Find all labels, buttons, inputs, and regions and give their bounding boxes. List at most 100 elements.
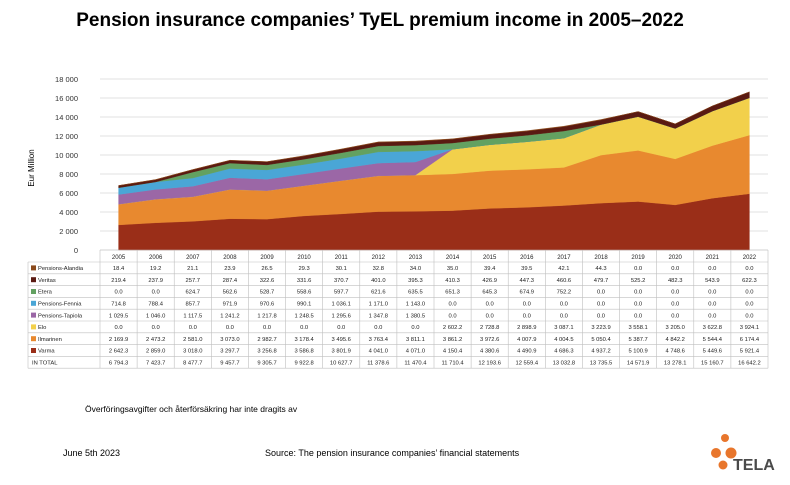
table-cell: 4 748.6 [666,349,685,355]
table-cell: 3 205.0 [666,325,685,331]
table-year: 2015 [483,255,497,261]
table-cell: 322.6 [260,278,275,284]
table-cell: 35.0 [447,266,458,272]
table-cell: 257.7 [186,278,201,284]
table-cell: 752.2 [557,290,572,296]
table-cell: 3 811.1 [406,337,425,343]
table-cell: 1 036.1 [332,302,351,308]
table-cell: 0.0 [745,290,753,296]
table-cell: 0.0 [745,302,753,308]
table-cell: 2 642.3 [109,349,128,355]
table-cell: 395.3 [408,278,423,284]
table-cell: 14 571.9 [627,361,650,367]
table-cell: 42.1 [558,266,569,272]
table-year: 2011 [335,255,349,261]
table-cell: 558.6 [297,290,312,296]
footnote: Överföringsavgifter och återförsäkring h… [85,404,298,414]
table-cell: 13 278.1 [664,361,687,367]
table-cell: 3 073.0 [220,337,239,343]
table-cell: 674.9 [520,290,535,296]
table-cell: 410.3 [445,278,460,284]
table-cell: 0.0 [708,313,716,319]
table-cell: 11 378.6 [367,361,389,367]
table-cell: 4 004.5 [554,337,573,343]
legend-swatch [31,289,36,294]
table-cell: 0.0 [745,266,753,272]
table-cell: 0.0 [597,290,605,296]
table-year: 2019 [631,255,645,261]
table-cell: 3 256.8 [257,349,276,355]
table-cell: 4 380.6 [480,349,499,355]
table-cell: 0.0 [300,325,308,331]
table-cell: 1 347.8 [369,313,388,319]
table-cell: 0.0 [634,290,642,296]
table-cell: 3 763.4 [369,337,389,343]
y-tick-label: 8 000 [59,170,78,179]
stacked-areas [118,91,750,251]
table-cell: 2 581.0 [183,337,202,343]
table-cell: 3 972.6 [480,337,499,343]
table-cell: 21.1 [187,266,198,272]
table-cell: 1 029.5 [109,313,128,319]
table-cell: 26.5 [261,266,272,272]
table-year: 2009 [260,255,274,261]
table-year: 2012 [372,255,386,261]
table-cell: 1 241.2 [220,313,239,319]
table-cell: 4 041.0 [369,349,388,355]
table-cell: 990.1 [297,302,312,308]
table-cell: 39.5 [521,266,532,272]
table-cell: 6 174.4 [740,337,760,343]
table-cell: 0.0 [115,290,123,296]
table-cell: 0.0 [263,325,271,331]
table-cell: 3 297.7 [220,349,239,355]
table-cell: 543.9 [705,278,720,284]
table-cell: 0.0 [115,325,123,331]
table-cell: 3 622.8 [703,325,722,331]
table-cell: 645.3 [482,290,497,296]
table-cell: 1 217.8 [257,313,276,319]
table-cell: 18.4 [113,266,125,272]
table-cell: 2 859.0 [146,349,165,355]
table-cell: 3 178.4 [294,337,314,343]
table-year: 2006 [149,255,163,261]
table-cell: 0.0 [374,325,382,331]
source-label: Source: The pension insurance companies’… [265,448,520,458]
table-cell: 0.0 [523,313,531,319]
table-cell: 0.0 [708,302,716,308]
table-cell: 3 495.6 [332,337,351,343]
table-cell: 3 801.9 [332,349,351,355]
table-cell: 3 018.0 [183,349,202,355]
table-cell: 11 470.4 [404,361,427,367]
table-row-name: IN TOTAL [32,361,58,367]
table-cell: 0.0 [597,302,605,308]
table-year: 2021 [706,255,720,261]
table-cell: 714.8 [111,302,126,308]
table-cell: 3 087.1 [554,325,573,331]
table-row-name: Pensions-Tapiola [38,313,83,319]
table-cell: 0.0 [449,302,457,308]
table-cell: 11 710.4 [441,361,464,367]
table-cell: 0.0 [634,302,642,308]
table-cell: 16 642.2 [738,361,761,367]
table-cell: 5 387.7 [628,337,647,343]
table-cell: 19.2 [150,266,161,272]
table-cell: 0.0 [671,290,679,296]
data-table: 2005 2006 2007 2008 2009 2010 2011 2012 2013 2014… [27,249,769,369]
table-row-name: Ilmarinen [38,337,62,343]
table-cell: 0.0 [523,302,531,308]
table-cell: 4 842.2 [666,337,685,343]
table-year: 2017 [557,255,571,261]
table-cell: 4 150.4 [443,349,463,355]
table-cell: 12 193.6 [478,361,501,367]
table-cell: 2 982.7 [257,337,276,343]
table-row-name: Elo [38,325,46,331]
table-cell: 651.3 [445,290,460,296]
table-cell: 10 627.7 [330,361,353,367]
table-year: 2013 [409,255,423,261]
table-cell: 3 586.8 [294,349,313,355]
legend-swatch [31,300,36,306]
table-cell: 44.3 [595,266,606,272]
table-cell: 370.7 [334,278,349,284]
table-cell: 2 602.2 [443,325,462,331]
table-cell: 426.9 [482,278,497,284]
